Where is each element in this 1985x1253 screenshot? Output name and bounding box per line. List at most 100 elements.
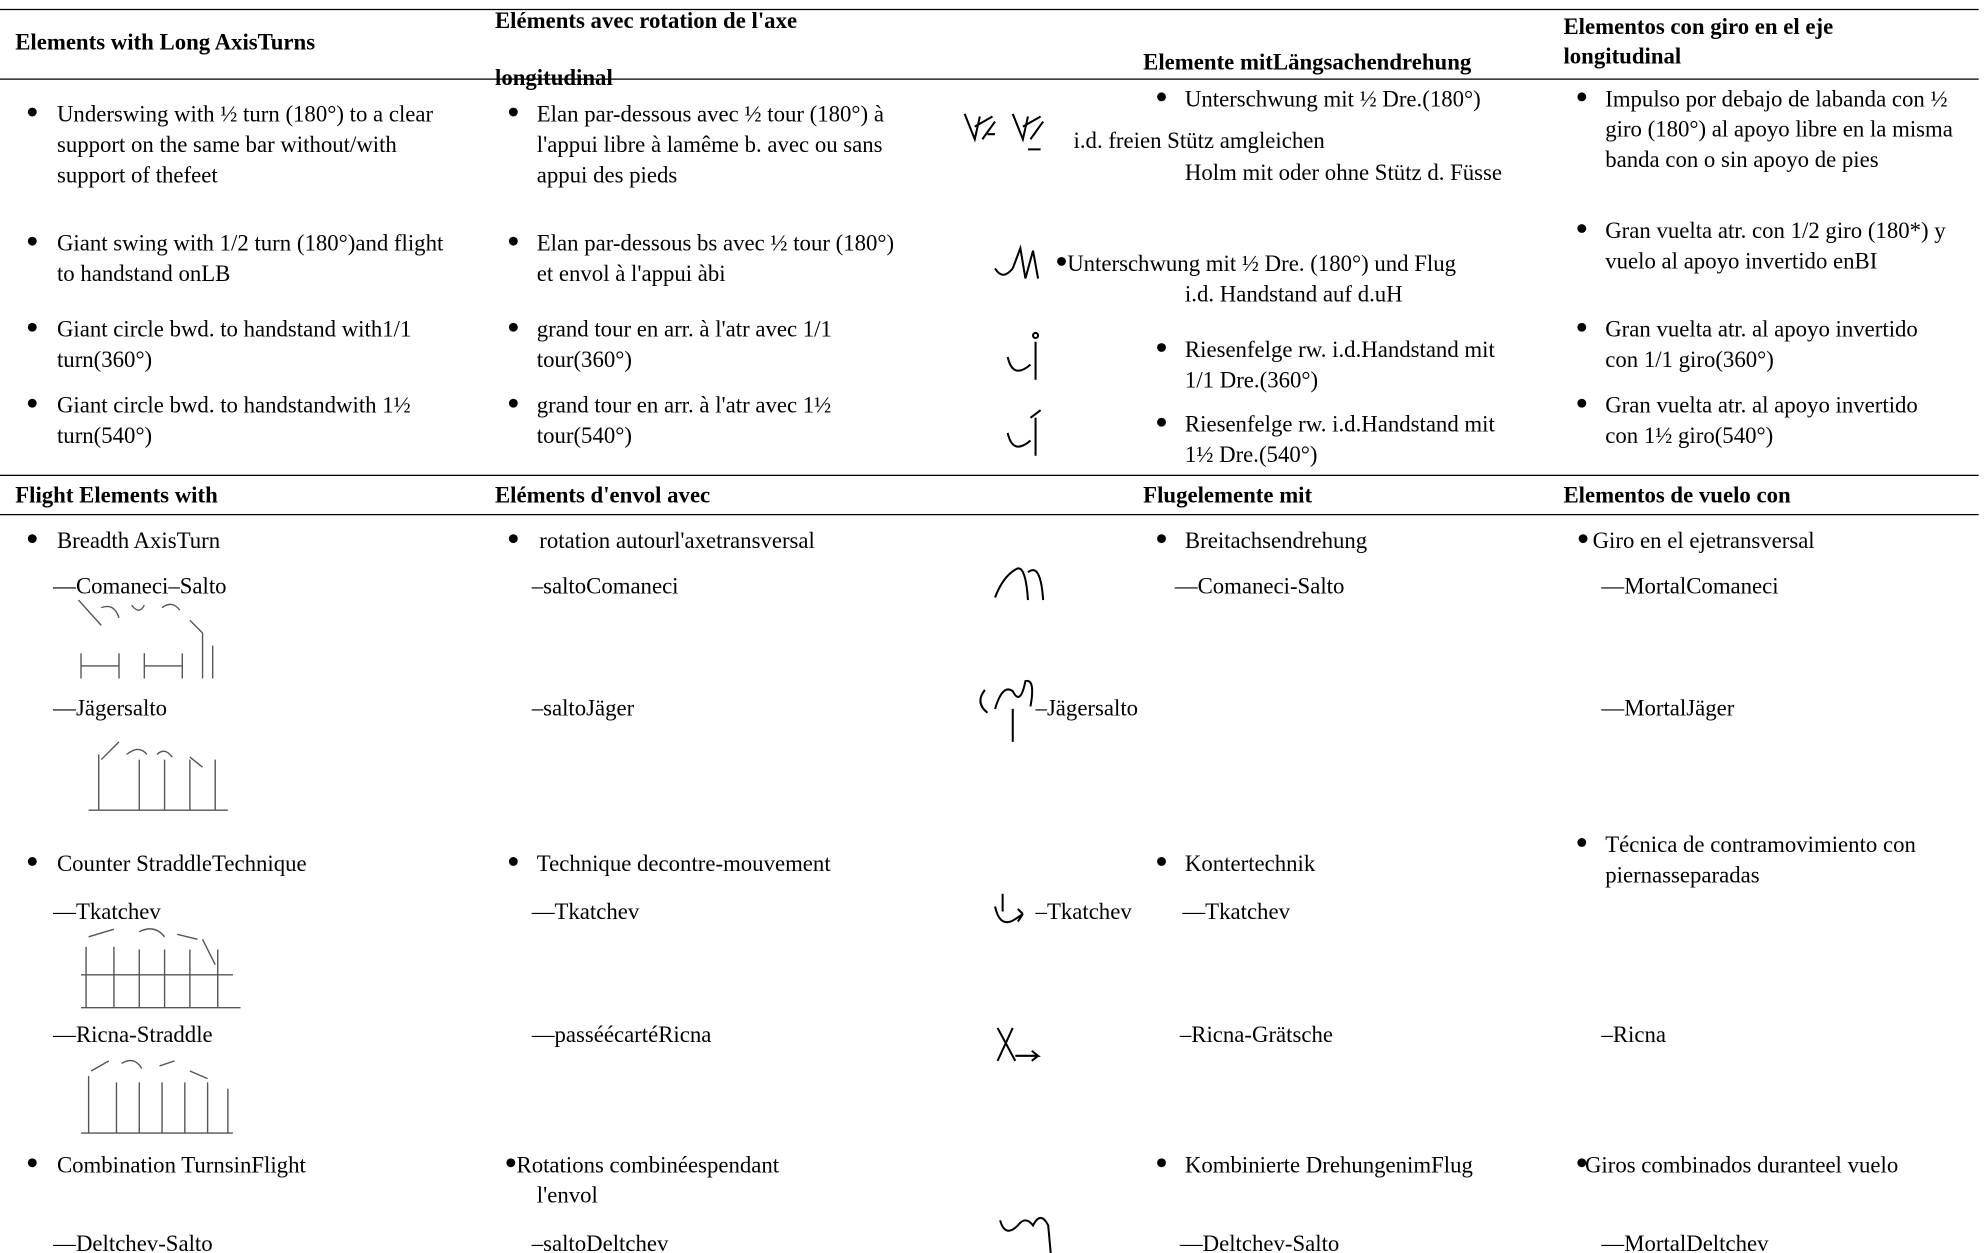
- cell-text: Técnica de contramovimiento con piernass…: [1605, 831, 1916, 888]
- cell-text: Kontertechnik: [1184, 850, 1316, 877]
- bullet: [27, 398, 37, 408]
- cell-text: i.d. freien Stütz amgleichen: [1073, 127, 1325, 154]
- sketch: [77, 599, 241, 1134]
- rule: [0, 78, 1979, 80]
- bullet: [1578, 534, 1588, 544]
- symbol: [994, 567, 1045, 601]
- bullet: [27, 1158, 37, 1168]
- cell-text: Breadth AxisTurn: [56, 527, 221, 554]
- symbol: [979, 679, 1034, 742]
- symbol: [996, 1027, 1041, 1062]
- bullet: [1157, 92, 1166, 102]
- cell-text: Unterschwung mit ½ Dre.(180°): [1184, 86, 1481, 112]
- symbol: [1006, 409, 1042, 456]
- cell-text: rotation autourl'axetransversal: [539, 527, 815, 554]
- bullet: [27, 322, 37, 332]
- cell-text: Kombinierte DrehungenimFlug: [1184, 1152, 1473, 1178]
- bullet: [1577, 398, 1587, 408]
- rule: [0, 8, 1979, 11]
- rule: [0, 513, 1979, 516]
- cell-text: Unterschwung mit ½ Dre. (180°) und Flug: [1067, 250, 1457, 276]
- bullet: [1157, 1158, 1166, 1168]
- column-header: Eléments d'envol avec: [494, 482, 711, 508]
- cell-text: Elan par-dessous avec ½ tour (180°) à l'…: [536, 101, 884, 188]
- column-header: Flight Elements with: [15, 482, 218, 508]
- cell-text: Giros combinados duranteel vuelo: [1584, 1152, 1899, 1178]
- bullet: [27, 107, 37, 117]
- cell-text: Rotations combinéespendant l'envol: [516, 1152, 780, 1208]
- cell-text: Combination TurnsinFlight: [56, 1152, 306, 1178]
- cell-text: –Ricna: [1601, 1021, 1666, 1047]
- cell-text: –Ricna-Grätsche: [1179, 1021, 1333, 1047]
- bullet: [1577, 838, 1587, 847]
- bullet: [1577, 322, 1587, 332]
- column-header: Eléments avec rotation de l'axe: [494, 7, 798, 33]
- column-header: Elementos de vuelo con: [1563, 482, 1791, 508]
- bullet: [1577, 1158, 1587, 1168]
- bullet: [1577, 224, 1587, 233]
- cell-text: Riesenfelge rw. i.d.Handstand mit 1/1 Dr…: [1184, 336, 1495, 393]
- column-header: Elemente mitLängsachendrehung: [1143, 49, 1472, 75]
- bullet: [27, 534, 37, 544]
- symbol: [1006, 331, 1040, 380]
- cell-text: —Deltchev-Salto: [53, 1230, 213, 1253]
- cell-text: Impulso por debajo de labanda con ½ giro…: [1605, 86, 1953, 173]
- cell-text: —MortalComaneci: [1601, 573, 1779, 599]
- bullet: [1157, 417, 1166, 427]
- cell-text: —Tkatchev: [53, 898, 161, 925]
- cell-text: Giant swing with 1/2 turn (180°)and flig…: [56, 230, 444, 287]
- cell-text: –saltoDeltchev: [531, 1230, 669, 1253]
- cell-text: –saltoComaneci: [531, 573, 679, 599]
- bullet: [1157, 343, 1166, 352]
- bullet: [508, 236, 518, 246]
- cell-text: –Jägersalto: [1035, 695, 1139, 721]
- cell-text: —Comaneci–Salto: [53, 573, 227, 599]
- cell-text: —MortalDeltchev: [1601, 1230, 1769, 1253]
- column-header: longitudinal: [494, 64, 613, 90]
- cell-text: Breitachsendrehung: [1184, 527, 1368, 554]
- bullet: [1157, 857, 1166, 866]
- column-header: Flugelemente mit: [1143, 482, 1313, 508]
- bullet: [508, 857, 518, 866]
- cell-text: Gran vuelta atr. al apoyo invertido con …: [1605, 316, 1918, 373]
- bullet: [508, 398, 518, 408]
- symbol: [963, 113, 1044, 151]
- cell-text: Elan par-dessous bs avec ½ tour (180°) e…: [536, 230, 895, 287]
- cell-text: –Tkatchev: [1035, 898, 1132, 925]
- bullet: [508, 322, 518, 332]
- cell-text: —MortalJäger: [1601, 695, 1735, 721]
- symbol: [994, 893, 1024, 924]
- cell-text: —passéécartéRicna: [531, 1021, 712, 1047]
- cell-text: Holm mit oder ohne Stütz d. Füsse: [1184, 159, 1503, 185]
- bullet: [508, 534, 518, 544]
- bullet: [506, 1158, 516, 1168]
- symbol: [994, 244, 1040, 279]
- cell-text: i.d. Handstand auf d.uH: [1184, 281, 1403, 307]
- cell-text: Gran vuelta atr. con 1/2 giro (180*) y v…: [1605, 217, 1946, 274]
- cell-text: –saltoJäger: [531, 695, 635, 721]
- bullet: [27, 236, 37, 246]
- cell-text: grand tour en arr. à l'atr avec 1½ tour(…: [536, 392, 832, 449]
- cell-text: —Tkatchev: [1182, 898, 1290, 925]
- cell-text: Riesenfelge rw. i.d.Handstand mit 1½ Dre…: [1184, 411, 1495, 468]
- cell-text: Underswing with ½ turn (180°) to a clear…: [56, 101, 434, 188]
- cell-text: —Deltchev-Salto: [1179, 1230, 1340, 1253]
- column-header: Elements with Long AxisTurns: [15, 29, 316, 55]
- cell-text: —Tkatchev: [531, 898, 640, 925]
- cell-text: Giant circle bwd. to handstand with1/1 t…: [56, 316, 412, 373]
- symbol: [999, 1216, 1052, 1253]
- bullet: [1057, 256, 1066, 266]
- column-header: Elementos con giro en el eje longitudina…: [1563, 13, 1834, 69]
- cell-text: —Ricna-Straddle: [53, 1021, 213, 1047]
- bullet: [1157, 534, 1166, 544]
- bullet: [1577, 92, 1587, 102]
- cell-text: —Comaneci-Salto: [1174, 573, 1345, 599]
- cell-text: Giant circle bwd. to handstandwith 1½ tu…: [56, 392, 411, 449]
- bullet: [508, 107, 518, 117]
- rule: [0, 474, 1979, 476]
- bullet: [27, 857, 37, 866]
- cell-text: Counter StraddleTechnique: [56, 850, 307, 877]
- cell-text: grand tour en arr. à l'atr avec 1/1 tour…: [536, 316, 832, 373]
